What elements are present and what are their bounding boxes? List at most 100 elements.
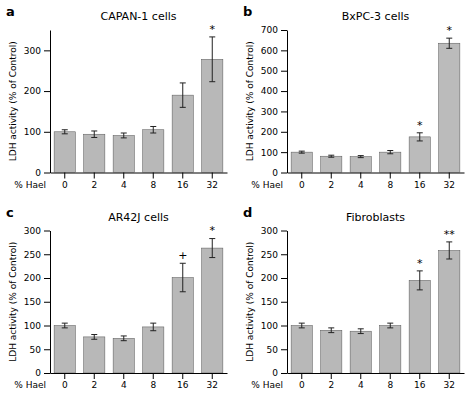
- error-bar: [209, 239, 215, 258]
- marks: [54, 37, 223, 173]
- error-bar-cap: [121, 340, 127, 341]
- bar: [54, 132, 75, 173]
- tick-label: 4: [121, 380, 127, 390]
- tick-label: 16: [177, 380, 189, 390]
- tick-mark: [281, 254, 287, 255]
- tick-label: 0: [62, 380, 68, 390]
- tick: 50: [267, 345, 287, 355]
- tick: 700: [261, 25, 287, 35]
- tick-mark: [301, 173, 302, 179]
- title: Fibroblasts: [346, 211, 405, 224]
- tick-label: 200: [24, 273, 41, 283]
- tick-mark: [64, 173, 65, 179]
- tick: 4: [358, 173, 364, 190]
- tick-label: 50: [30, 345, 42, 355]
- tick-mark: [94, 173, 95, 179]
- significance-marker: *: [210, 23, 216, 36]
- tick-mark: [390, 173, 391, 179]
- tick-mark: [281, 349, 287, 350]
- tick-mark: [360, 373, 361, 379]
- tick: 0: [299, 173, 305, 190]
- error-bar-stem: [94, 131, 95, 138]
- tick: 2: [91, 373, 97, 390]
- marks: [54, 239, 223, 373]
- error-bar: [180, 83, 186, 107]
- tick-mark: [390, 373, 391, 379]
- error-bar: [91, 335, 97, 340]
- bar: [143, 130, 164, 173]
- bar: [84, 134, 105, 172]
- error-bar-stem: [182, 83, 183, 107]
- tick: 0: [299, 373, 305, 390]
- plot-area: 05010015020025030002481632+*AR42J cellsL…: [8, 211, 228, 391]
- bar: [113, 135, 134, 172]
- figure: 010020030002481632*CAPAN-1 cellsLDH acti…: [0, 0, 474, 401]
- tick: 0: [35, 368, 50, 378]
- tick-label: 0: [272, 168, 278, 178]
- error-bar: [417, 133, 423, 141]
- tick: 0: [62, 173, 68, 190]
- tick-label: 200: [261, 273, 278, 283]
- error-bar-cap: [328, 155, 334, 156]
- tick-mark: [281, 373, 287, 374]
- error-bar-cap: [150, 323, 156, 324]
- tick-mark: [301, 373, 302, 379]
- bar: [291, 326, 312, 374]
- title: BxPC-3 cells: [342, 10, 410, 23]
- tick-label: 250: [261, 250, 278, 260]
- bar: [54, 326, 75, 374]
- error-bar: [328, 328, 334, 333]
- tick-label: 8: [387, 380, 393, 390]
- tick-mark: [153, 373, 154, 379]
- error-bar-stem: [64, 323, 65, 328]
- panel: 05010015020025030002481632+*AR42J cellsL…: [6, 205, 228, 391]
- error-bar: [180, 263, 186, 292]
- error-bar-cap: [150, 133, 156, 134]
- tick-label: 100: [24, 321, 41, 331]
- tick-label: 32: [207, 380, 218, 390]
- error-bar-cap: [358, 157, 364, 158]
- tick: 0: [62, 373, 68, 390]
- bar: [84, 337, 105, 373]
- error-bar-cap: [62, 129, 68, 130]
- tick: 250: [261, 250, 287, 260]
- y-axis: 050100150200250300: [24, 226, 51, 379]
- tick-label: 150: [24, 297, 41, 307]
- tick: 0: [272, 168, 287, 178]
- error-bar: [121, 133, 127, 138]
- tick-mark: [94, 373, 95, 379]
- error-bar-cap: [91, 334, 97, 335]
- marks: [291, 38, 460, 172]
- tick: 16: [414, 373, 426, 390]
- tick: 100: [24, 127, 50, 137]
- tick-label: 300: [24, 226, 41, 236]
- tick-mark: [281, 50, 287, 51]
- tick: 300: [261, 226, 287, 236]
- tick-label: 2: [91, 380, 97, 390]
- tick-mark: [44, 50, 50, 51]
- x-axis-title: % Hael: [14, 180, 46, 190]
- error-bar-cap: [446, 259, 452, 260]
- error-bar-cap: [387, 323, 393, 324]
- tick-label: 8: [150, 380, 156, 390]
- tick-mark: [281, 326, 287, 327]
- bar: [291, 152, 312, 172]
- error-bar: [62, 130, 68, 134]
- error-bar: [150, 323, 156, 331]
- error-bar-cap: [121, 133, 127, 134]
- tick-mark: [360, 173, 361, 179]
- error-bar-cap: [358, 328, 364, 329]
- error-bar-cap: [446, 48, 452, 49]
- tick: 300: [24, 46, 50, 56]
- error-bar-cap: [299, 151, 305, 152]
- error-bar-cap: [209, 36, 215, 37]
- tick-label: 0: [35, 168, 41, 178]
- tick-label: 0: [299, 380, 305, 390]
- tick: 16: [177, 173, 189, 190]
- tick-label: 32: [207, 180, 218, 190]
- panel: 010020030040050060070002481632**BxPC-3 c…: [243, 4, 465, 190]
- error-bar: [299, 151, 305, 153]
- error-bar-cap: [387, 153, 393, 154]
- tick: 200: [24, 273, 50, 283]
- tick: 300: [24, 226, 50, 236]
